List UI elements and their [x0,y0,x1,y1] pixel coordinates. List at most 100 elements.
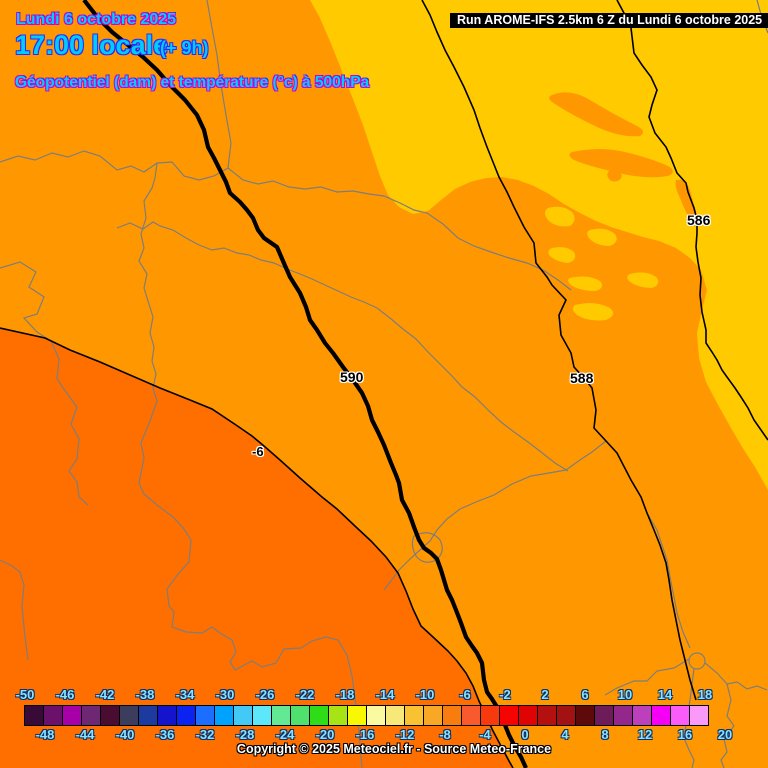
scale-cell [366,705,386,726]
scale-cell [423,705,443,726]
scale-tick-label: -32 [195,727,215,742]
scale-tick-label: -12 [395,727,415,742]
scale-cell [233,705,253,726]
scale-tick-label: -6 [459,687,471,702]
scale-tick-label: -22 [295,687,315,702]
run-info-label: Run AROME-IFS 2.5km 6 Z du Lundi 6 octob… [457,13,763,27]
scale-tick-label: -28 [235,727,255,742]
contour-590 [82,0,528,768]
contour-586 [616,0,768,441]
patch-cold [627,272,659,288]
contour-label-590: 590 [340,369,364,385]
patch-mid [549,92,644,137]
scale-tick-label: -24 [275,727,295,742]
region-cold [310,0,768,490]
patch-cold [545,206,575,227]
contour-label--6: -6 [252,444,264,459]
copyright-label: Copyright © 2025 Meteociel.fr - Source M… [236,742,552,756]
scale-tick-label: -10 [415,687,435,702]
date-label: Lundi 6 octobre 2025 [16,11,177,28]
patch-mid [607,169,622,182]
time-offset-label: (+ 9h) [160,38,209,58]
scale-cell [347,705,367,726]
scale-tick-label: -46 [55,687,75,702]
scale-cell [480,705,500,726]
scale-cell [62,705,82,726]
scale-tick-label: 20 [717,727,733,742]
scale-cell [138,705,158,726]
scale-cell [404,705,424,726]
scale-cell [537,705,557,726]
scale-tick-label: -8 [439,727,451,742]
scale-cell [670,705,690,726]
patch-cold [548,247,576,263]
contour-minus6 [0,327,514,768]
scale-tick-label: -4 [479,727,491,742]
scale-tick-label: -26 [255,687,275,702]
contour-label-586: 586 [687,212,711,228]
scale-tick-label: -44 [75,727,95,742]
scale-cell [176,705,196,726]
scale-cell [214,705,234,726]
scale-tick-label: 6 [581,687,589,702]
scale-tick-label: 12 [637,727,653,742]
scale-cell [651,705,671,726]
scale-cell [195,705,215,726]
scale-tick-label: -36 [155,727,175,742]
scale-cell [461,705,481,726]
scale-tick-label: 16 [677,727,693,742]
scale-cell [43,705,63,726]
scale-tick-label: 2 [541,687,549,702]
contour-label-588: 588 [570,370,594,386]
scale-tick-label: 14 [657,687,673,702]
patch-cold [568,276,603,291]
scale-tick-label: -14 [375,687,395,702]
scale-tick-label: 4 [561,727,569,742]
scale-tick-label: -2 [499,687,511,702]
region-warm [0,328,513,768]
patch-cold [628,206,657,222]
scale-tick-label: -38 [135,687,155,702]
scale-cell [442,705,462,726]
scale-tick-label: -48 [35,727,55,742]
scale-cell [252,705,272,726]
scale-tick-label: 0 [521,727,529,742]
scale-tick-label: -42 [95,687,115,702]
patch-mid [659,318,695,365]
scale-cell [271,705,291,726]
scale-tick-label: -30 [215,687,235,702]
scale-tick-label: -20 [315,727,335,742]
scale-cell [290,705,310,726]
patch-cold [572,303,614,321]
temperature-scale [24,705,709,726]
scale-tick-label: -40 [115,727,135,742]
scale-tick-label: 10 [617,687,633,702]
scale-cell [24,705,44,726]
scale-cell [328,705,348,726]
scale-cell [613,705,633,726]
scale-tick-label: -50 [15,687,35,702]
patch-cold [587,228,617,246]
scale-cell [385,705,405,726]
scale-cell [518,705,538,726]
patch-cold [739,240,768,300]
scale-cell [157,705,177,726]
parameter-label: Géopotentiel (dam) et température (°c) à… [15,74,370,91]
scale-cell [689,705,709,726]
scale-tick-label: -18 [335,687,355,702]
scale-cell [119,705,139,726]
scale-cell [81,705,101,726]
scale-cell [556,705,576,726]
scale-cell [632,705,652,726]
time-label: 17:00 locale [15,30,169,60]
scale-tick-label: 8 [601,727,609,742]
scale-tick-label: -16 [355,727,375,742]
scale-cell [100,705,120,726]
scale-tick-label: -34 [175,687,195,702]
scale-cell [575,705,595,726]
scale-tick-label: 18 [697,687,713,702]
